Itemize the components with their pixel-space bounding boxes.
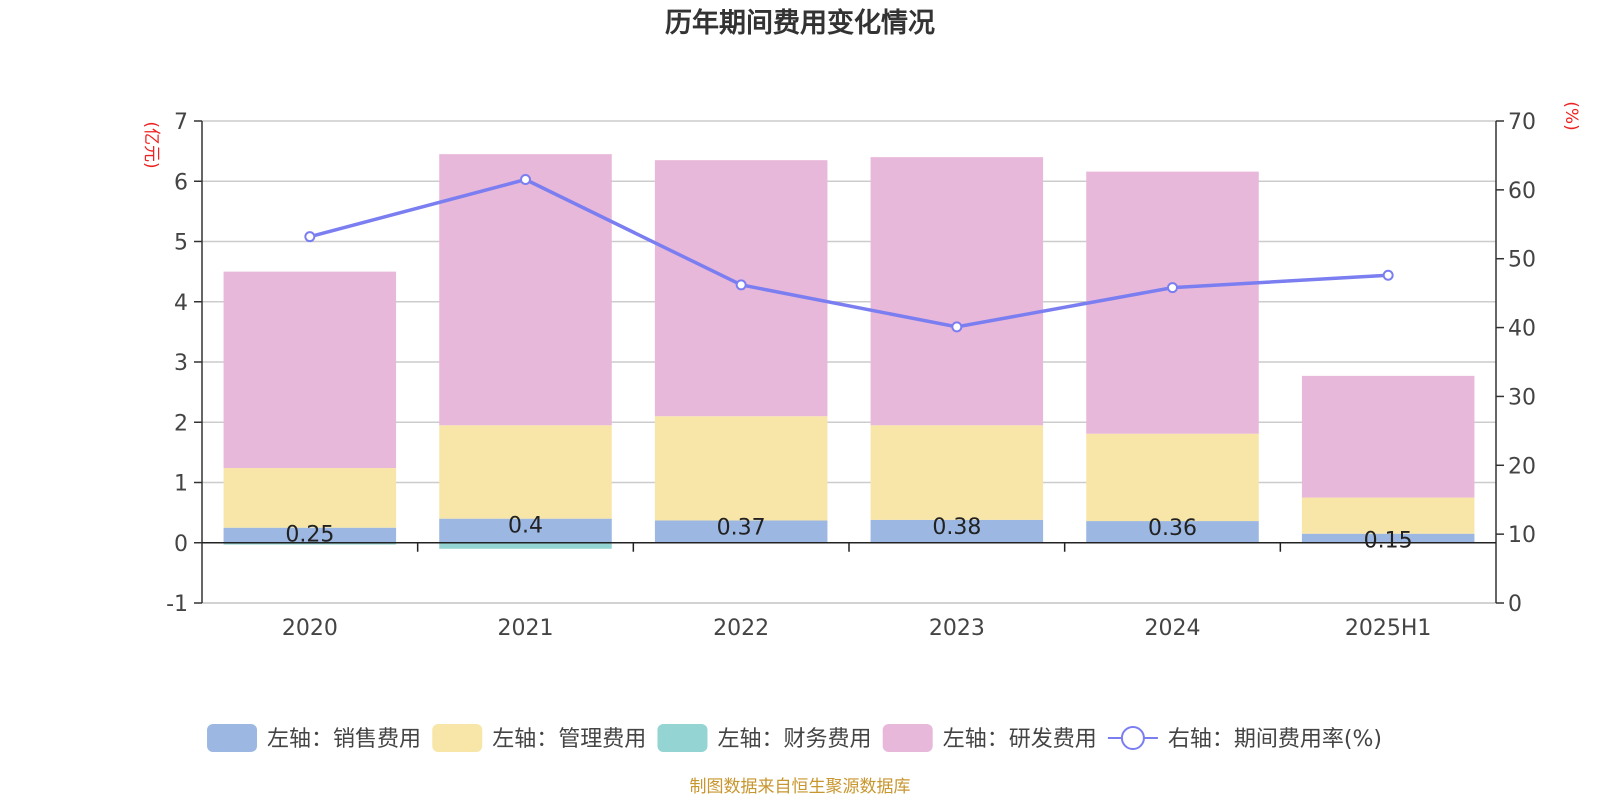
- grid-lines: [202, 120, 1496, 604]
- legend-label: 左轴：财务费用: [717, 727, 871, 752]
- bar-1-2024: [1086, 521, 1259, 543]
- bar-1-2022: [654, 520, 828, 543]
- bar-data-labels: 0.25 0.4 0.37 0.38 0.36 0.15: [285, 514, 1412, 554]
- expense-rate-line: [304, 174, 1394, 333]
- legend-label: 左轴：管理费用: [492, 727, 646, 752]
- left-tick-label: 7: [174, 110, 188, 135]
- expense-rate-point: [304, 231, 316, 243]
- legend-item: 左轴：销售费用: [207, 724, 421, 752]
- chart-title: 历年期间费用变化情况: [665, 7, 935, 39]
- left-tick-label: 6: [174, 170, 188, 195]
- data-source-note: 制图数据来自恒生聚源数据库: [690, 777, 911, 797]
- legend-item: 左轴：研发费用: [882, 724, 1097, 752]
- left-tick-label: 0: [174, 532, 188, 557]
- expense-rate-point: [735, 279, 747, 291]
- x-tick-label: 2025H1: [1345, 616, 1432, 641]
- bar-2-2025H1: [1301, 497, 1475, 534]
- expense-rate-point: [1167, 282, 1178, 294]
- right-axis-unit: (%): [1561, 101, 1581, 130]
- left-tick-label: 3: [174, 351, 188, 376]
- right-tick-label: 60: [1508, 179, 1536, 204]
- legend-item: 右轴：期间费用率(%): [1107, 726, 1382, 752]
- right-tick-label: 0: [1508, 592, 1522, 617]
- expense-rate-line-path: [309, 177, 1389, 329]
- x-tick-label: 2020: [282, 616, 338, 641]
- right-tick-label: 70: [1508, 110, 1536, 135]
- bar-2-2023: [870, 425, 1044, 520]
- bar-2-2020: [223, 468, 397, 528]
- bar-4-2021: [439, 154, 612, 426]
- left-tick-label: 1: [174, 472, 188, 497]
- legend-swatch: [882, 724, 933, 752]
- right-tick-label: 30: [1508, 385, 1536, 410]
- bar-series: [223, 154, 1475, 549]
- x-tick-label: 2021: [498, 616, 554, 641]
- left-tick-label: -1: [166, 592, 188, 617]
- right-tick-label: 20: [1508, 454, 1536, 479]
- data-label: 0.37: [717, 515, 766, 540]
- bar-2-2024: [1086, 433, 1259, 522]
- data-label: 0.25: [285, 523, 334, 548]
- bar-1-2020: [223, 527, 397, 543]
- left-tick-label: 2: [174, 411, 188, 436]
- legend-swatch: [657, 724, 708, 752]
- data-label: 0.15: [1364, 529, 1413, 554]
- bar-1-2025H1: [1301, 533, 1475, 543]
- right-tick-label: 50: [1508, 248, 1536, 273]
- bar-3-2020: [223, 542, 397, 545]
- left-tick-label: 4: [174, 291, 188, 316]
- right-tick-label: 10: [1508, 523, 1536, 548]
- left-axis-unit: (亿元): [141, 121, 161, 168]
- x-tick-label: 2023: [929, 616, 985, 641]
- bar-1-2023: [870, 519, 1044, 543]
- legend-item: 左轴：财务费用: [657, 724, 871, 752]
- legend: 左轴：销售费用 左轴：管理费用 左轴：财务费用 左轴：研发费用 右轴：期间费用率(%): [207, 724, 1382, 752]
- data-label: 0.38: [932, 515, 981, 540]
- expense-rate-point: [520, 174, 531, 186]
- legend-label: 左轴：销售费用: [267, 727, 421, 752]
- expense-rate-point: [1382, 269, 1394, 281]
- bar-4-2020: [223, 271, 397, 469]
- bar-4-2024: [1086, 171, 1259, 434]
- expense-rate-point: [951, 321, 963, 333]
- data-label: 0.4: [508, 514, 543, 539]
- legend-label: 左轴：研发费用: [943, 727, 1097, 752]
- bar-3-2021: [439, 542, 612, 549]
- left-tick-label: 5: [174, 231, 188, 256]
- legend-item: 左轴：管理费用: [432, 724, 646, 752]
- bar-4-2023: [870, 157, 1044, 426]
- bar-1-2021: [439, 518, 612, 543]
- bar-4-2025H1: [1301, 375, 1475, 498]
- legend-label: 右轴：期间费用率(%): [1168, 727, 1382, 752]
- bar-2-2021: [439, 425, 612, 519]
- x-tick-label: 2022: [713, 616, 769, 641]
- legend-line-marker: [1120, 726, 1145, 750]
- bar-2-2022: [654, 416, 828, 521]
- legend-swatch: [207, 724, 258, 752]
- x-tick-label: 2024: [1145, 616, 1201, 641]
- data-label: 0.36: [1148, 516, 1197, 541]
- legend-swatch: [432, 724, 483, 752]
- right-tick-label: 40: [1508, 317, 1536, 342]
